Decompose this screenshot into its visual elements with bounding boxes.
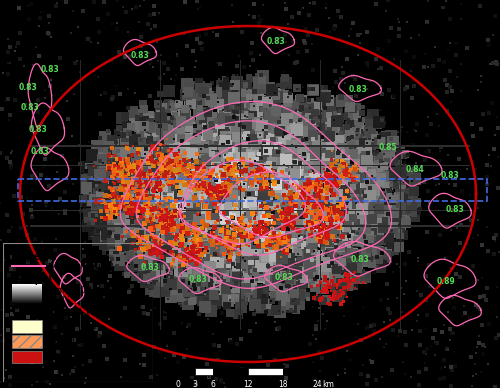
Text: 12: 12 [243, 380, 252, 388]
Text: km: km [322, 380, 334, 388]
Text: 0.83: 0.83 [18, 83, 38, 92]
Text: 0.89: 0.89 [436, 277, 456, 286]
Bar [12, 320, 42, 333]
Text: 0.83: 0.83 [188, 275, 208, 284]
Text: 0: 0 [175, 380, 180, 388]
Text: 0.83: 0.83 [348, 85, 368, 95]
Bar [18, 179, 487, 201]
Bar [12, 351, 42, 363]
Bar [282, 368, 318, 375]
Bar [178, 368, 195, 375]
Text: 3: 3 [192, 380, 198, 388]
Text: 0.84: 0.84 [406, 166, 424, 175]
Text: 0.83: 0.83 [40, 66, 60, 74]
Text: 6: 6 [210, 380, 215, 388]
Bar [212, 368, 248, 375]
Text: ISA (%): ISA (%) [12, 275, 52, 285]
Bar [248, 368, 282, 375]
Text: 0.83: 0.83 [350, 256, 370, 265]
Text: >30: >30 [48, 353, 66, 362]
Bar [195, 368, 212, 375]
Text: N: N [450, 1, 458, 10]
Text: 0.83: 0.83 [274, 274, 293, 282]
Text: 24: 24 [312, 380, 322, 388]
Text: Legend: Legend [12, 252, 57, 262]
Bar [12, 335, 42, 348]
Text: 18: 18 [278, 380, 287, 388]
Text: 0.83: 0.83 [20, 104, 40, 113]
Text: E: E [472, 23, 478, 32]
Text: Low : 0: Low : 0 [48, 294, 77, 303]
Text: 0.83: 0.83 [28, 125, 48, 135]
Text: 1–10: 1–10 [48, 322, 69, 331]
Text: 0.85: 0.85 [378, 144, 398, 152]
Text: 0.83: 0.83 [140, 263, 160, 272]
Text: 0.83: 0.83 [266, 38, 285, 47]
Text: 0.83: 0.83 [446, 206, 464, 215]
Text: 11–30: 11–30 [48, 337, 75, 346]
Text: High : 100: High : 100 [48, 286, 91, 295]
Text: 0.83: 0.83 [130, 50, 150, 59]
Text: Change in ISA (%): Change in ISA (%) [12, 308, 103, 317]
Text: S: S [451, 44, 456, 53]
Text: 0.83: 0.83 [30, 147, 50, 156]
Text: 0.83: 0.83 [440, 170, 460, 180]
Text: W: W [426, 23, 435, 32]
Text: MIR contour: MIR contour [50, 262, 105, 271]
